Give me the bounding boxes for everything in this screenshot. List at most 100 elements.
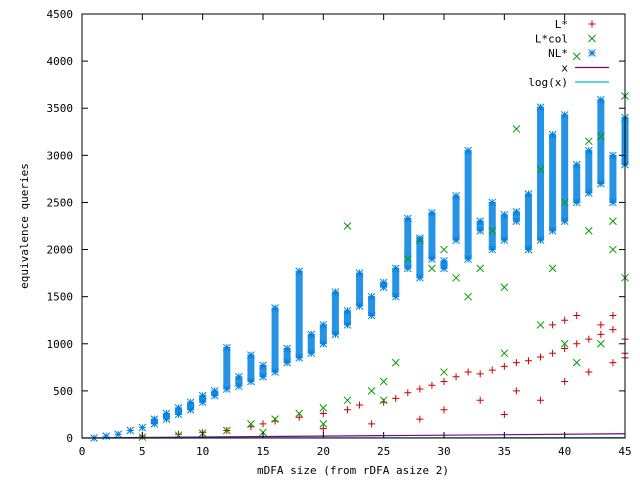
point-cross-34 — [560, 339, 569, 348]
point-star-34 — [488, 198, 497, 207]
point-star-63 — [416, 273, 424, 282]
x-tick-label-5: 25 — [377, 445, 390, 458]
point-plus-40 — [561, 377, 569, 385]
point-plus-30 — [609, 326, 617, 334]
point-plus-37 — [440, 406, 448, 414]
point-plus-44 — [500, 410, 508, 418]
point-star-33 — [476, 226, 485, 235]
point-star-29 — [428, 208, 436, 217]
nl-band-26 — [404, 218, 412, 269]
point-plus-26 — [561, 344, 569, 352]
point-plus-27 — [573, 340, 581, 348]
point-star-66 — [379, 283, 388, 292]
point-star-81 — [186, 398, 195, 407]
x-tick-label-4: 20 — [317, 445, 330, 458]
point-cross-41 — [609, 245, 617, 254]
point-star-58 — [476, 217, 485, 226]
point-star-68 — [355, 302, 364, 310]
point-star-23 — [355, 269, 364, 277]
point-star-10 — [210, 391, 219, 400]
point-star-77 — [247, 377, 255, 386]
point-star-51 — [560, 217, 569, 226]
nl-band-29 — [440, 260, 448, 269]
point-cross-18 — [464, 292, 472, 301]
point-star-26 — [391, 264, 400, 273]
point-star-78 — [235, 382, 243, 391]
legend-swatch-2 — [588, 49, 596, 57]
y-tick-label-3: 1500 — [47, 291, 74, 304]
point-star-84 — [150, 415, 159, 424]
point-plus-33 — [573, 312, 581, 320]
nl-band-43 — [609, 155, 617, 203]
point-plus-42 — [609, 359, 617, 367]
point-plus-38 — [476, 396, 484, 404]
point-plus-17 — [452, 373, 460, 381]
point-star-24 — [367, 292, 376, 301]
x-tick-label-3: 15 — [256, 445, 269, 458]
point-plus-19 — [476, 370, 484, 378]
point-star-40 — [560, 110, 569, 119]
point-plus-20 — [488, 366, 496, 374]
nl-band-39 — [561, 114, 569, 222]
point-star-42 — [584, 146, 593, 155]
point-plus-45 — [416, 415, 424, 423]
y-tick-label-0: 0 — [66, 432, 73, 445]
point-star-70 — [331, 330, 340, 339]
point-star-43 — [597, 95, 605, 104]
y-tick-label-5: 2500 — [47, 196, 74, 209]
point-star-13 — [235, 372, 243, 381]
point-star-59 — [464, 255, 472, 263]
line-series-3 — [81, 433, 626, 439]
legend-swatch-0 — [588, 20, 596, 28]
nl-band-22 — [356, 273, 364, 307]
point-star-15 — [259, 361, 267, 370]
point-cross-28 — [584, 137, 593, 146]
nl-band-42 — [597, 99, 605, 184]
nl-band-28 — [428, 212, 436, 259]
point-cross-7 — [319, 403, 328, 412]
point-star-36 — [512, 208, 521, 216]
y-tick-label-1: 500 — [53, 385, 73, 398]
point-star-18 — [295, 267, 304, 276]
point-plus-7 — [295, 413, 303, 421]
nl-band-34 — [500, 214, 508, 241]
point-plus-47 — [319, 425, 327, 433]
point-star-14 — [247, 351, 255, 359]
point-plus-10 — [356, 401, 364, 409]
nl-band-14 — [259, 365, 267, 377]
nl-band-18 — [307, 334, 315, 354]
point-star-3 — [126, 426, 135, 435]
point-star-12 — [222, 343, 231, 352]
point-plus-9 — [343, 406, 351, 414]
nl-band-38 — [549, 134, 557, 231]
x-tick-label-9: 45 — [618, 445, 631, 458]
nl-band-15 — [271, 307, 279, 373]
point-star-75 — [271, 368, 279, 376]
point-star-79 — [210, 387, 219, 395]
point-plus-25 — [549, 349, 557, 357]
nl-band-23 — [368, 296, 376, 316]
point-plus-16 — [440, 377, 448, 385]
nl-band-32 — [476, 221, 484, 231]
axes: 0 5 10 15 20 25 30 35 40 45 0 500 1000 1500 2000 2500 30… — [47, 8, 632, 458]
nl-band-20 — [331, 291, 339, 335]
point-star-69 — [343, 321, 352, 329]
y-axis-label: equivalence queries — [18, 163, 31, 289]
point-star-22 — [343, 306, 352, 315]
point-cross-37 — [440, 368, 448, 376]
nl-band-12 — [235, 376, 243, 387]
nl-band-13 — [247, 355, 255, 382]
point-plus-15 — [428, 381, 436, 389]
point-star-38 — [536, 103, 545, 112]
nl-band-11 — [223, 347, 231, 390]
point-plus-43 — [537, 396, 545, 404]
x-tick-label-1: 5 — [139, 445, 146, 458]
point-plus-5 — [259, 420, 267, 428]
point-star-74 — [283, 358, 291, 367]
point-plus-1 — [175, 430, 183, 438]
point-star-28 — [416, 234, 424, 243]
nl-band-17 — [295, 271, 303, 358]
point-plus-49 — [561, 316, 569, 324]
point-plus-24 — [537, 353, 545, 361]
